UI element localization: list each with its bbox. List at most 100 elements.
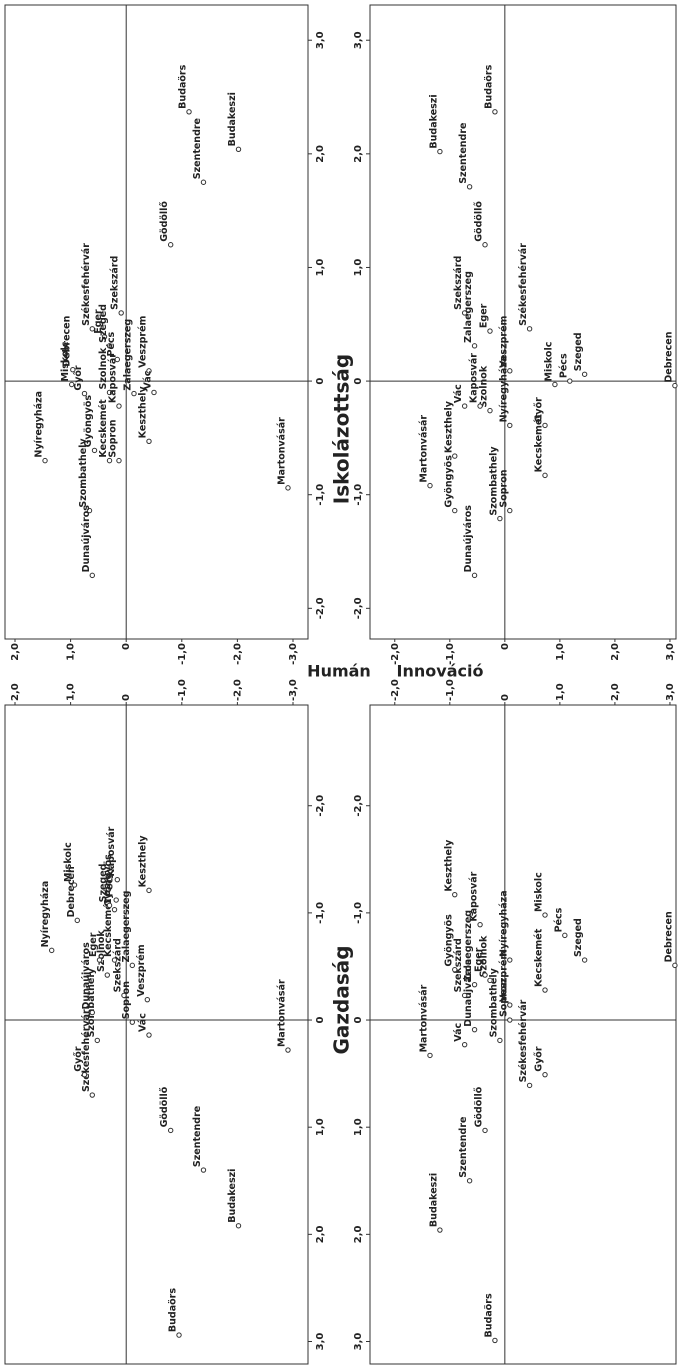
point xyxy=(146,1032,152,1038)
y-tick-label: -2,0 xyxy=(390,643,401,665)
point-label: Miskolc xyxy=(534,872,545,912)
point xyxy=(437,148,443,155)
point-label: Martonvásár xyxy=(418,984,429,1052)
point-label: Eger xyxy=(474,947,485,972)
point-label: Debrecen xyxy=(663,911,674,962)
y-tick-label: 1,0 xyxy=(555,683,566,701)
point xyxy=(114,356,121,363)
point xyxy=(471,572,478,579)
point-label: Eger xyxy=(88,932,99,957)
y-tick-label: 2,0 xyxy=(10,643,21,661)
point-label: Vác xyxy=(453,1023,464,1042)
x-tick-label: 1,0 xyxy=(315,259,326,277)
point-label: Keszthely xyxy=(443,400,454,453)
point xyxy=(167,1127,174,1134)
point-label: Veszprém xyxy=(498,950,509,1002)
point-label: Martonvásár xyxy=(276,417,287,485)
point-label: Pécs xyxy=(106,331,117,356)
point-label: Szekszárd xyxy=(110,256,121,310)
point xyxy=(94,1037,100,1044)
point-label: Győr xyxy=(534,1046,545,1072)
x-tick-label: -1,0 xyxy=(353,484,364,506)
x-axis-title: Iskolázottság xyxy=(330,354,354,504)
point xyxy=(129,962,136,969)
y-tick-label: 1,0 xyxy=(555,643,566,661)
point xyxy=(477,921,483,928)
point xyxy=(74,917,80,924)
point xyxy=(200,1167,207,1173)
point-label: Veszprém xyxy=(498,315,509,367)
point xyxy=(89,1009,95,1016)
x-tick-label: -2,0 xyxy=(353,795,364,817)
point xyxy=(562,932,568,939)
point-label: Budakeszi xyxy=(227,92,238,146)
y-tick-label: 0 xyxy=(121,643,132,650)
point xyxy=(146,368,152,374)
x-tick-label: 0 xyxy=(315,378,326,385)
point xyxy=(452,507,458,514)
y-tick-label: 3,0 xyxy=(665,643,676,661)
point xyxy=(200,179,207,185)
point-label: Martonvásár xyxy=(276,979,287,1047)
point-label: Szeged xyxy=(573,332,584,371)
point-label: Székesfehérvár xyxy=(81,243,92,326)
point-label: Vác xyxy=(137,1013,148,1032)
point xyxy=(452,966,458,973)
point-label: Kecskemét xyxy=(98,399,109,458)
panel: -2,0 -1,0 0 1,0 2,0 3,0 2,0 1,0 0 -1,0 -2,0 -3,0 Bud… xyxy=(4,679,326,1365)
point xyxy=(542,422,548,429)
y-tick-label: 0 xyxy=(500,694,511,701)
point-label: Kecskemét xyxy=(103,898,114,957)
point xyxy=(176,1332,182,1338)
point xyxy=(552,381,558,388)
point-label: Eger xyxy=(93,309,104,334)
x-tick-label: -2,0 xyxy=(353,597,364,619)
point-label: Szentendre xyxy=(192,1106,203,1167)
panel-frame xyxy=(4,4,309,640)
point xyxy=(461,310,468,316)
point-label: Budakeszi xyxy=(227,1169,238,1223)
point xyxy=(104,972,110,978)
point-label: Szombathely xyxy=(488,967,499,1037)
point-label: Budaörs xyxy=(168,1288,179,1332)
x-tick-label: 3,0 xyxy=(353,1333,364,1351)
point xyxy=(526,326,533,332)
y-axis-title: Innováció xyxy=(397,662,484,681)
point-label: Eger xyxy=(478,303,489,328)
point-label: Gyöngyös xyxy=(103,854,114,907)
point xyxy=(477,403,483,409)
point xyxy=(461,403,468,409)
point xyxy=(106,389,113,396)
point xyxy=(466,1178,473,1184)
point-label: Kaposvár xyxy=(469,871,480,921)
point xyxy=(492,109,498,115)
point xyxy=(672,382,678,389)
y-tick-label: -2,0 xyxy=(232,643,243,665)
point xyxy=(487,407,493,414)
point-label: Gödöllő xyxy=(159,201,170,242)
point xyxy=(471,981,478,988)
point-label: Zalaegerszeg xyxy=(463,910,474,982)
point xyxy=(114,876,121,883)
y-tick-label: -2,0 xyxy=(232,679,243,701)
point-label: Veszprém xyxy=(136,944,147,996)
point-label: Szekszárd xyxy=(112,938,123,992)
point-label: Szekszárd xyxy=(453,256,464,310)
point-label: Szeged xyxy=(573,918,584,957)
x-axis-title: Gazdaság xyxy=(330,945,354,1054)
point-label: Kecskemét xyxy=(534,414,545,473)
point xyxy=(89,1092,95,1098)
point-label: Győr xyxy=(73,365,84,391)
point xyxy=(70,367,76,373)
point-label: Sopron xyxy=(121,981,132,1019)
point-label: Budaörs xyxy=(483,64,494,108)
point xyxy=(96,957,103,963)
point xyxy=(116,403,122,409)
point-label: Kaposvár xyxy=(469,353,480,403)
point xyxy=(121,992,127,999)
point-label: Gödöllő xyxy=(474,201,485,242)
point xyxy=(542,987,548,993)
point-label: Nyíregyháza xyxy=(40,881,51,948)
point-label: Keszthely xyxy=(137,835,148,888)
